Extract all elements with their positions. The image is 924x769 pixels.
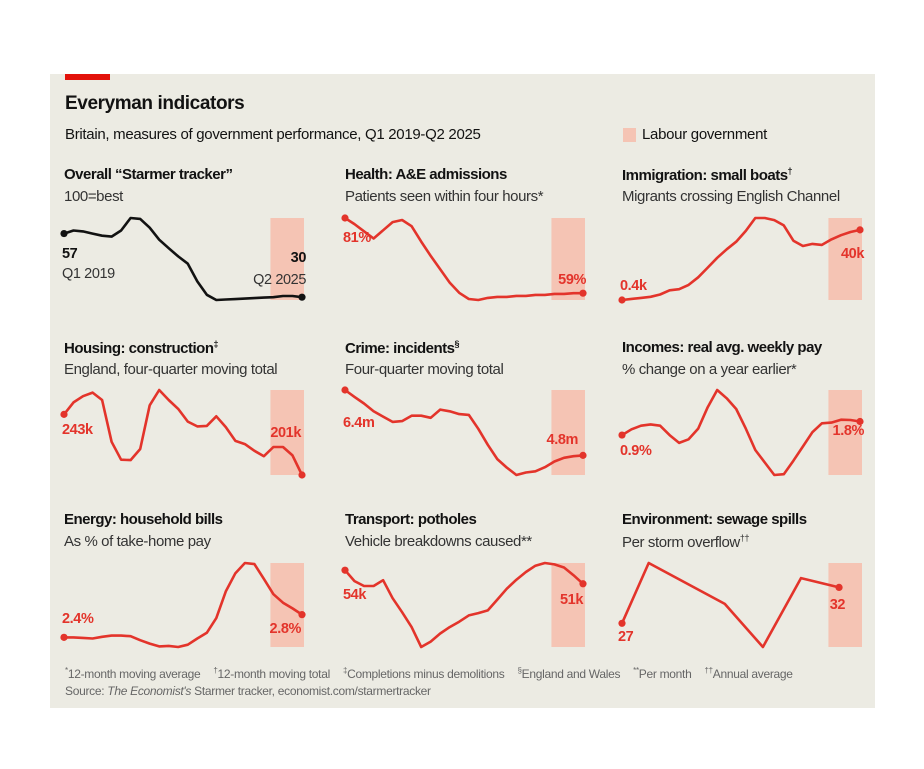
- start-point: [618, 431, 626, 439]
- end-point: [579, 580, 587, 588]
- panel-subtitle: % change on a year earlier*: [622, 361, 797, 378]
- panel-title: Overall “Starmer tracker”: [64, 166, 233, 183]
- labour-government-shade: [551, 563, 585, 647]
- panel-subtitle: England, four-quarter moving total: [64, 361, 278, 378]
- end-value-label: 2.8%: [269, 620, 302, 637]
- labour-government-shade: [828, 390, 862, 475]
- panel-title: Housing: construction‡: [64, 339, 219, 357]
- start-value-label: 81%: [343, 230, 371, 246]
- series-line: [63, 216, 303, 302]
- start-point: [60, 633, 68, 641]
- panel-subtitle: Four-quarter moving total: [345, 361, 504, 378]
- start-point: [618, 296, 626, 304]
- legend-label: Labour government: [642, 126, 767, 143]
- start-point: [60, 410, 68, 418]
- end-point: [298, 471, 306, 479]
- brand-red-bar: [65, 74, 110, 80]
- end-point: [579, 289, 587, 297]
- end-point: [856, 226, 864, 234]
- series-line: [344, 388, 584, 477]
- series-line: [344, 561, 584, 649]
- panel-subtitle: Patients seen within four hours*: [345, 188, 544, 205]
- start-point: [341, 566, 349, 574]
- start-value-label: 0.9%: [620, 443, 652, 460]
- start-value-label: 6.4m: [343, 415, 375, 431]
- chart-title: Everyman indicators: [65, 93, 245, 114]
- panel-title: Crime: incidents§: [345, 339, 460, 357]
- footnote-1: †12-month moving total: [213, 666, 330, 681]
- footnote-2: ‡Completions minus demolitions: [342, 666, 505, 681]
- panel-title: Incomes: real avg. weekly pay: [622, 339, 822, 356]
- end-value-label: 51k: [560, 591, 583, 608]
- panel-title: Environment: sewage spills: [622, 511, 807, 528]
- end-value-label: 32: [829, 597, 846, 614]
- end-value-label: 4.8m: [546, 432, 579, 449]
- end-point: [579, 451, 587, 459]
- end-value-label: 201k: [270, 425, 301, 441]
- end-period-label: Q2 2025: [253, 272, 306, 289]
- source-publication: The Economist's: [107, 684, 192, 698]
- panel-title: Immigration: small boats†: [622, 166, 793, 184]
- start-value-label: 27: [618, 629, 634, 646]
- series-line: [64, 561, 303, 649]
- end-point: [856, 417, 864, 426]
- legend: Labour government: [623, 126, 767, 143]
- labour-government-shade: [551, 218, 585, 300]
- start-value-label: 57: [62, 245, 78, 262]
- chart-subtitle: Britain, measures of government performa…: [65, 126, 481, 143]
- legend-swatch-labour: [623, 127, 636, 142]
- source-rest: Starmer tracker, economist.com/starmertr…: [191, 684, 431, 698]
- panel-subtitle: Vehicle breakdowns caused**: [345, 533, 532, 550]
- end-point: [298, 293, 306, 301]
- end-value-label: 40k: [841, 245, 864, 262]
- series-line: [621, 216, 861, 302]
- labour-government-shade: [270, 218, 304, 300]
- start-value-label: 54k: [343, 587, 366, 604]
- footnote-5: ††Annual average: [704, 666, 793, 681]
- source-prefix: Source:: [65, 684, 108, 698]
- start-point: [60, 229, 68, 238]
- start-point: [341, 386, 349, 394]
- panel-subtitle: Per storm overflow††: [622, 533, 750, 551]
- start-value-label: 2.4%: [62, 611, 94, 628]
- labour-government-shade: [270, 390, 304, 475]
- labour-government-shade: [828, 563, 862, 647]
- footnote-0: *12-month moving average: [65, 666, 201, 681]
- end-point: [298, 611, 306, 619]
- panel-title: Transport: potholes: [345, 511, 477, 528]
- end-point: [835, 583, 843, 592]
- end-value-label: 59%: [558, 272, 586, 289]
- series-line: [621, 388, 861, 477]
- footnotes: *12-month moving average †12-month moving…: [65, 666, 806, 681]
- series-line: [620, 561, 840, 649]
- start-value-label: 243k: [62, 422, 93, 439]
- panel-title: Health: A&E admissions: [345, 166, 507, 183]
- start-period-label: Q1 2019: [62, 265, 115, 282]
- panel-subtitle: 100=best: [64, 188, 123, 205]
- series-line: [62, 388, 304, 476]
- start-point: [618, 619, 626, 627]
- panel-title: Energy: household bills: [64, 511, 223, 528]
- start-value-label: 0.4k: [620, 278, 647, 294]
- end-value-label: 30: [290, 250, 307, 267]
- panel-subtitle: As % of take-home pay: [64, 533, 211, 550]
- chart-card: [50, 74, 875, 708]
- start-point: [341, 214, 349, 222]
- end-value-label: 1.8%: [832, 423, 865, 440]
- source-note: Source: The Economist's Starmer tracker,…: [65, 684, 431, 698]
- series-line: [344, 216, 583, 302]
- footnote-4: **Per month: [633, 666, 692, 681]
- footnote-3: §England and Wales: [517, 666, 621, 681]
- panel-subtitle: Migrants crossing English Channel: [622, 188, 840, 205]
